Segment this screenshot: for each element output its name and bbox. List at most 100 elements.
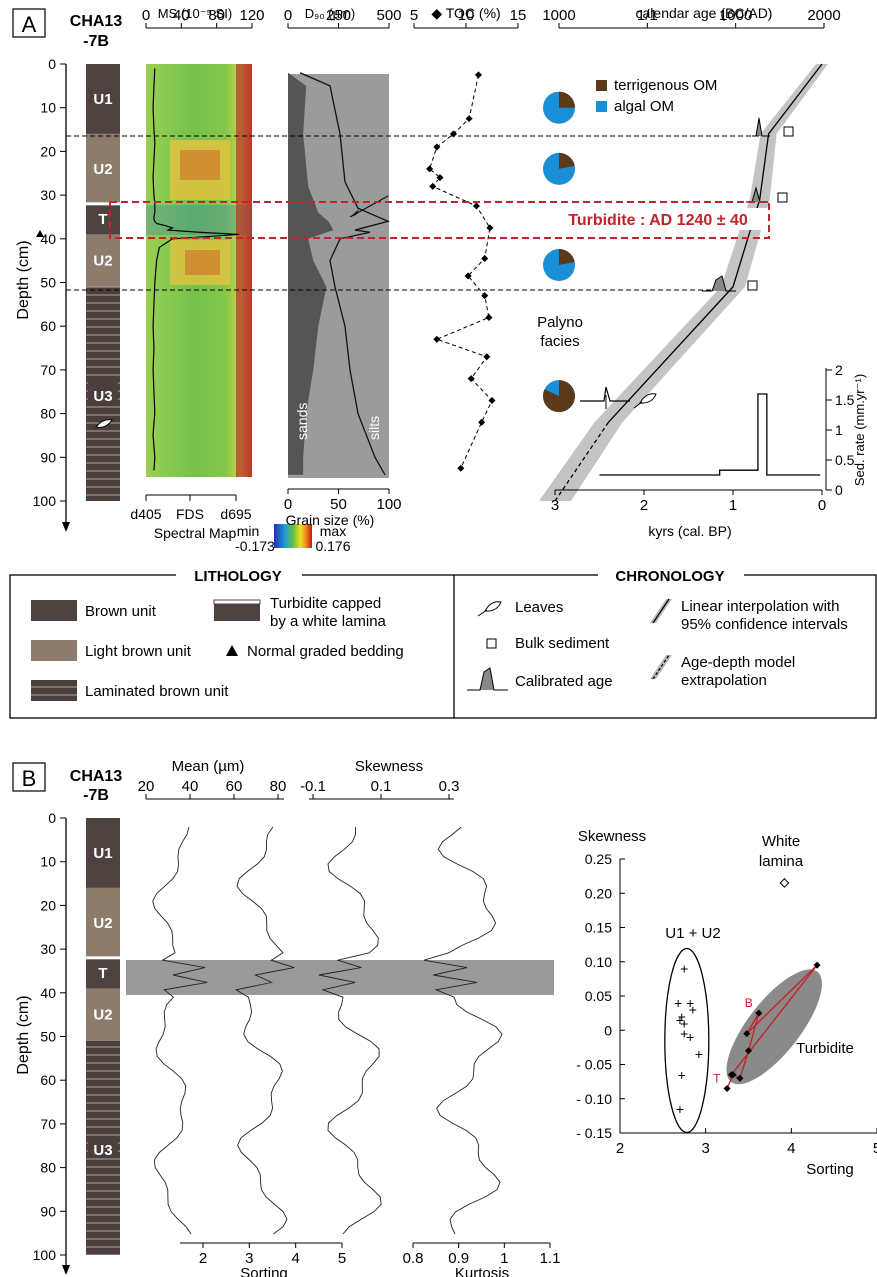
graded-bedding-marker — [36, 230, 44, 237]
white-lamina-label-1: White — [762, 833, 800, 850]
u1u2-point: + — [678, 1009, 686, 1025]
scatter-x-label: Sorting — [806, 1161, 854, 1178]
sorting-profile — [234, 826, 295, 1235]
spectral-turbidite-zone — [146, 205, 252, 235]
legend-linear-label-2: 95% confidence intervals — [681, 616, 848, 633]
grain-tick-label: 100 — [376, 496, 401, 513]
legend-extrap-band — [650, 655, 672, 679]
ms-tick-label: 40 — [173, 7, 190, 24]
kurtosis-profile — [423, 826, 503, 1235]
depth-tick-label: 80 — [40, 406, 56, 422]
lithology-column-a: U1 U2 T U2 U3 — [86, 64, 120, 501]
white-lamina — [86, 202, 120, 206]
toc-curve — [429, 74, 493, 469]
depth-tick-label: 70 — [40, 1116, 56, 1132]
grain-tick-label: 0 — [284, 496, 292, 513]
u1u2-point: + — [678, 1067, 686, 1083]
depth-tick-label: 50 — [40, 275, 56, 291]
kurtosis-tick-label: 1 — [500, 1250, 508, 1267]
age-ticks: 1000 1/1 1000 2000 — [542, 7, 841, 28]
depth-tick-label: 90 — [40, 449, 56, 465]
toc-point — [485, 313, 493, 321]
lithology-unit — [86, 64, 120, 134]
grain-axis-label: Grain size (%) — [286, 512, 375, 528]
grain-tick-label: 50 — [330, 496, 347, 513]
kyrs-tick-label: 2 — [640, 497, 648, 514]
toc-axis-label: ◆ TOC (%) — [431, 5, 500, 21]
chronology-title-bg — [598, 567, 744, 583]
scatter-y-tick-label: 0 — [604, 1022, 612, 1038]
spectral-orange-zone-1 — [180, 150, 220, 180]
toc-point — [472, 202, 480, 210]
lithology-unit — [86, 887, 120, 958]
toc-point — [467, 375, 475, 383]
lithology-label-bg — [88, 382, 118, 403]
bulk-sediment-1 — [783, 126, 794, 137]
sorting-axis-label: Sorting — [240, 1265, 288, 1277]
core-leaf-icon — [95, 419, 113, 428]
u1u2-point: + — [676, 1012, 684, 1028]
legend-leaf-stem — [477, 609, 488, 617]
skewness-profile — [318, 826, 382, 1235]
core-title-line2: -7B — [83, 33, 109, 50]
panel-b-label-box — [12, 762, 46, 792]
u1u2-point: + — [689, 1002, 697, 1018]
legend-graded-bedding-label: Normal graded bedding — [247, 643, 404, 660]
legend-linear-label-1: Linear interpolation with — [681, 598, 839, 615]
kyrs-axis-label: kyrs (cal. BP) — [648, 523, 731, 539]
white-lamina-point — [779, 878, 790, 888]
age-axis-label: calendar age (BC/AD) — [636, 5, 773, 21]
depth-ticks-a: 0 10 20 30 40 50 60 70 80 90 100 — [33, 56, 66, 509]
scatter-x-tick-label: 5 — [873, 1140, 877, 1157]
kyrs-tick-label: 3 — [551, 497, 559, 514]
turbidite-box — [109, 201, 770, 239]
turbidite-point — [755, 1009, 763, 1017]
palyno-pies — [543, 91, 575, 413]
depth-tick-label: 100 — [33, 493, 57, 509]
legend-leaf-shape — [484, 601, 502, 612]
turbidite-cluster-label: Turbidite — [796, 1040, 854, 1057]
sedrate-tick-label: 1.5 — [835, 392, 855, 408]
palyno-label-2: facies — [540, 333, 579, 350]
u1u2-point: + — [695, 1046, 703, 1062]
palyno-label-1: Palyno — [537, 314, 583, 331]
ms-tick-label: 0 — [142, 7, 150, 24]
scatter-y-label: Skewness — [578, 828, 646, 845]
colorbar-max-label: max — [320, 523, 346, 539]
depth-b-axis-arrow — [62, 1265, 70, 1275]
scatter-y-tick-label: 0.05 — [585, 988, 612, 1004]
legend-box: LITHOLOGY CHRONOLOGY Brown unit Light br… — [9, 567, 877, 719]
kurtosis-tick-label: 0.9 — [448, 1250, 469, 1267]
skew-axis-label: Skewness — [355, 758, 423, 775]
lithology-unit-label: U1 — [93, 845, 112, 862]
depth-tick-label: 70 — [40, 362, 56, 378]
spectral-map — [146, 64, 252, 477]
legend-extrap-label-2: extrapolation — [681, 672, 767, 689]
sedrate-tick-label: 0.5 — [835, 452, 855, 468]
toc-tick-label: 15 — [510, 7, 527, 24]
u1u2-point: + — [680, 961, 688, 977]
u1u2-point: + — [674, 995, 682, 1011]
depth-tick-label: 100 — [33, 1247, 57, 1263]
kurtosis-axis-label: Kurtosis — [455, 1265, 509, 1277]
depth-tick-label: 60 — [40, 1072, 56, 1088]
palyno-pie-terrigenous-slice — [543, 380, 575, 413]
scatter-y-tick-label: - 0.05 — [576, 1057, 612, 1073]
u1u2-label: U1 + U2 — [665, 925, 720, 942]
legend-linear-line — [652, 598, 670, 624]
toc-point — [478, 418, 486, 426]
lithology-unit-label: U2 — [93, 1007, 112, 1024]
toc-ticks: 5 10 15 — [410, 7, 527, 28]
spectral-red-edge — [236, 64, 252, 477]
d90-tick-label: 0 — [284, 7, 292, 24]
scatter-y-tick-label: 0.20 — [585, 885, 612, 901]
toc-point — [488, 396, 496, 405]
legend-bulk-label: Bulk sediment — [515, 635, 610, 652]
leaf-stem — [633, 401, 643, 409]
legend-white-lamina — [213, 599, 261, 605]
calibrated-age-peak-3 — [702, 275, 736, 292]
legend-turbidite-label-2: by a white lamina — [270, 613, 387, 630]
depth-ticks-b: 0 10 20 30 40 50 60 70 80 90 100 — [33, 810, 66, 1263]
age-extrapolation-line — [554, 421, 609, 502]
legend-light-brown-label: Light brown unit — [85, 643, 192, 660]
